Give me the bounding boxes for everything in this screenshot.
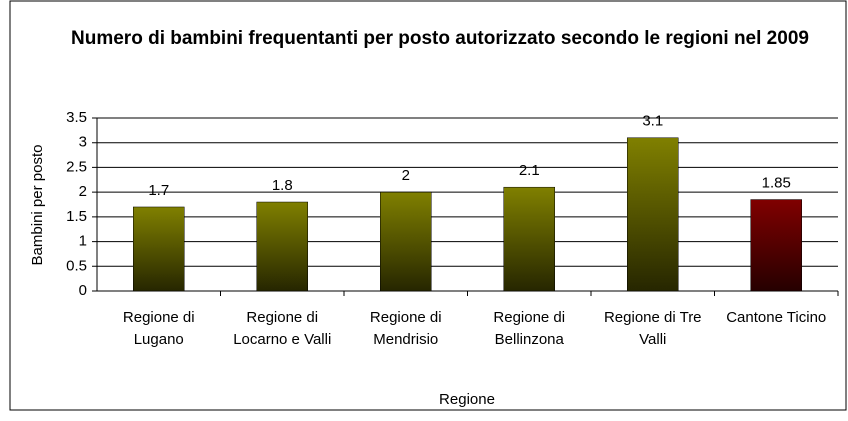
y-tick-label: 0.5	[66, 257, 87, 274]
data-label: 2	[402, 167, 410, 184]
y-tick-label: 2.5	[66, 158, 87, 175]
bar	[750, 199, 802, 292]
x-tick-label: Regione di Tre Valli	[603, 309, 702, 348]
y-axis-title: Bambini per posto	[29, 145, 46, 266]
x-tick-label: Regione di Lugano	[122, 309, 195, 348]
x-tick-label: Cantone Ticino	[726, 309, 827, 326]
x-axis-title: Regione	[439, 391, 495, 408]
y-tick-label: 1	[79, 233, 87, 250]
data-label: 1.85	[762, 175, 791, 192]
y-tick-label: 3	[79, 134, 87, 151]
bar	[380, 191, 432, 292]
bar	[256, 201, 308, 292]
data-label: 2.1	[519, 162, 540, 179]
data-label: 3.1	[642, 113, 663, 130]
x-tick-label: Regione di Bellinzona	[493, 309, 566, 348]
y-tick-label: 3.5	[66, 109, 87, 126]
bar	[133, 206, 185, 292]
x-tick-label: Regione di Mendrisio	[369, 309, 442, 348]
data-label: 1.8	[272, 177, 293, 194]
x-tick-label: Regione di Locarno e Valli	[233, 309, 332, 348]
y-tick-label: 0	[79, 282, 87, 299]
bar	[503, 186, 555, 292]
chart-frame	[9, 0, 847, 411]
y-tick-label: 1.5	[66, 208, 87, 225]
data-label: 1.7	[148, 182, 169, 199]
chart-title: Numero di bambini frequentanti per posto…	[71, 28, 809, 49]
y-tick-label: 2	[79, 183, 87, 200]
bar	[627, 137, 679, 292]
